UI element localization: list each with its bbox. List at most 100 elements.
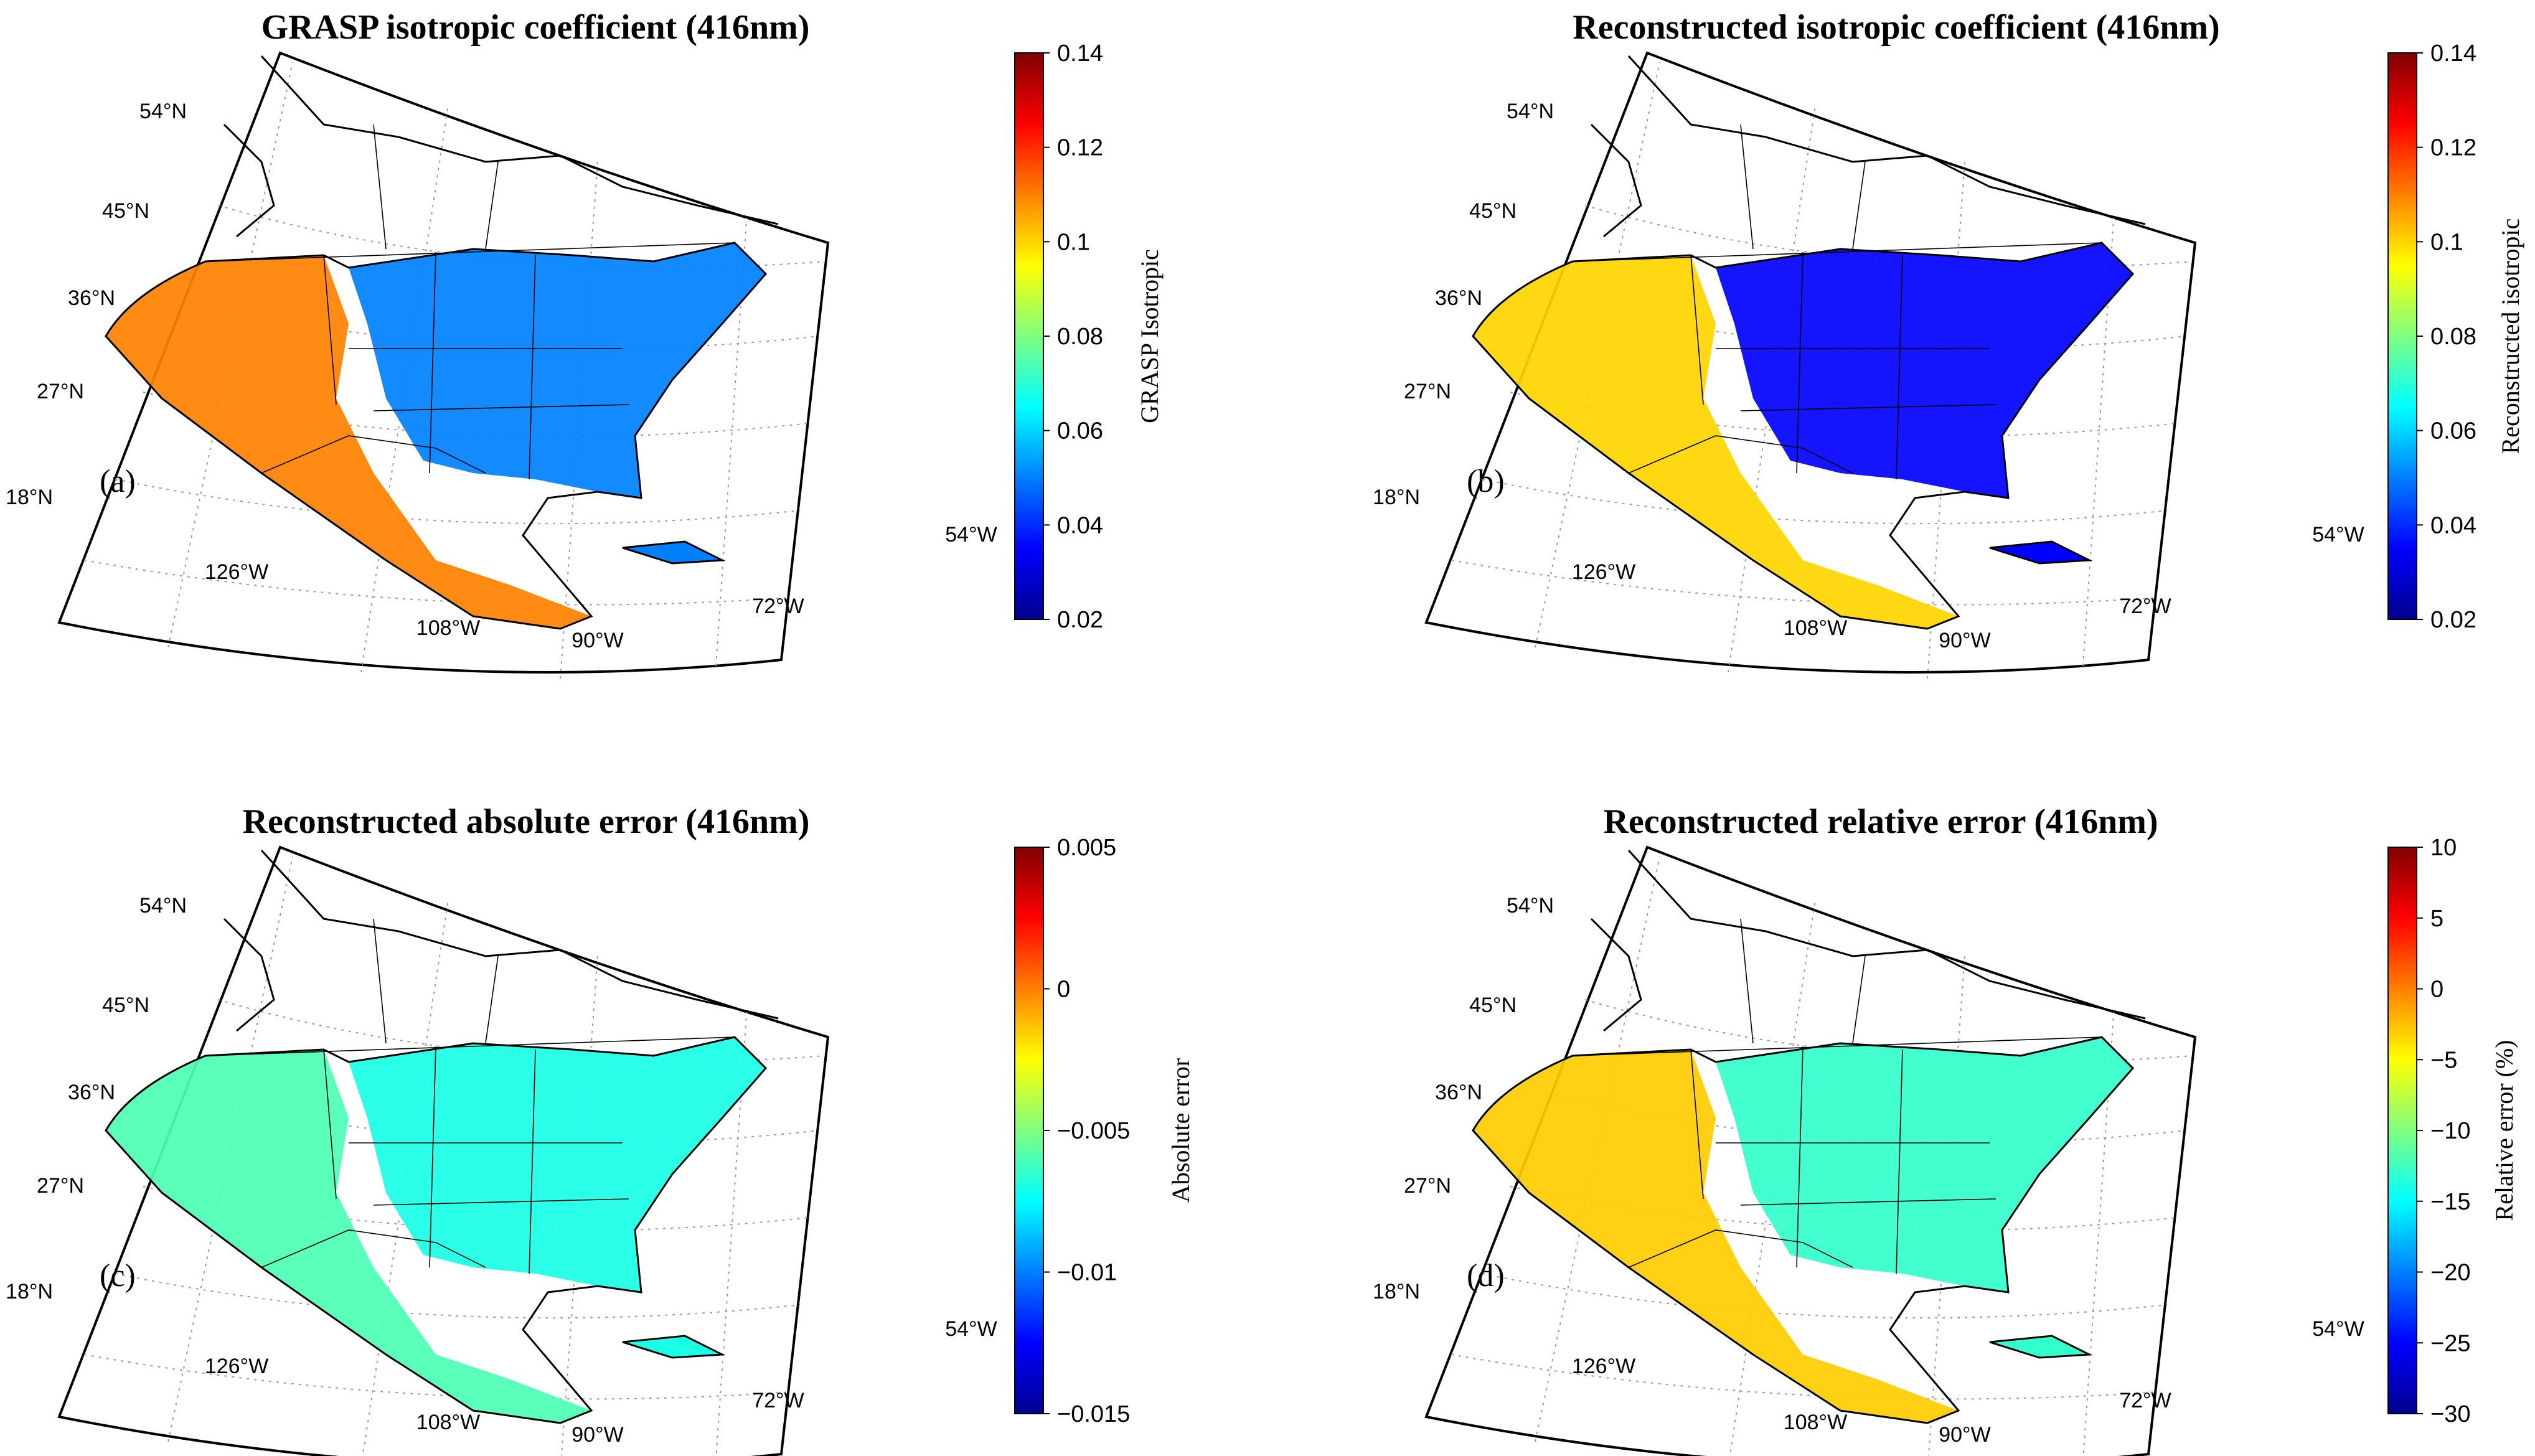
lat-label: 36°N <box>68 286 115 310</box>
lon-label: 72°W <box>752 594 804 618</box>
lon-label: 108°W <box>1784 616 1847 640</box>
panel-c: Reconstructed absolute error (416nm) <box>6 802 1195 1456</box>
lon-label: 108°W <box>416 616 480 640</box>
lon-labels: 126°W 108°W 90°W 72°W 54°W <box>1572 1317 2364 1447</box>
lon-labels: 126°W 108°W 90°W 72°W 54°W <box>205 1317 997 1447</box>
panel-title: Reconstructed relative error (416nm) <box>1603 802 2158 841</box>
map-frame: 54°N 45°N 36°N 27°N 18°N 126°W 108°W 90°… <box>6 51 997 679</box>
colorbar-tick-label: 0.12 <box>2430 135 2476 161</box>
map-frame: 54°N 45°N 36°N 27°N 18°N 126°W 108°W 90°… <box>6 845 997 1456</box>
lat-label: 36°N <box>68 1081 115 1104</box>
colorbar-bar <box>2387 847 2417 1414</box>
map-frame: 54°N 45°N 36°N 27°N 18°N 126°W 108°W 90°… <box>1373 845 2364 1456</box>
lon-label: 108°W <box>1784 1411 1847 1434</box>
lon-label: 108°W <box>416 1411 480 1434</box>
lon-label: 54°W <box>2312 523 2364 547</box>
colorbar-label: Absolute error <box>1167 1058 1195 1203</box>
political-borders <box>1572 918 2102 1274</box>
colorbar: 0.005 0 −0.005 −0.01 −0.015 Absolute error <box>1014 835 1195 1427</box>
lat-label: 45°N <box>102 993 149 1017</box>
coastlines <box>105 849 779 1424</box>
political-borders <box>1572 124 2102 480</box>
colorbar-tick-label: 10 <box>2430 835 2457 861</box>
lon-label: 54°W <box>2312 1317 2364 1341</box>
lon-label: 72°W <box>752 1389 804 1412</box>
panel-b: Reconstructed isotropic coefficient (416… <box>1373 8 2524 679</box>
lon-label: 126°W <box>205 1355 268 1378</box>
colorbar-tick-label: 5 <box>2430 906 2443 932</box>
coastlines <box>1472 55 2146 630</box>
colorbar-tick-label: 0.06 <box>2430 418 2476 444</box>
map-frame: 54°N 45°N 36°N 27°N 18°N 126°W 108°W 90°… <box>1373 51 2364 679</box>
land-data <box>106 243 766 629</box>
colorbar-tick-label: −0.015 <box>1057 1401 1130 1427</box>
colorbar-tick-label: −0.01 <box>1057 1260 1117 1286</box>
colorbar-tick-label: 0.1 <box>2430 229 2463 255</box>
western-region <box>106 1050 591 1423</box>
eastern-region <box>349 243 766 498</box>
caribbean-islands <box>1990 542 2089 563</box>
lon-labels: 126°W 108°W 90°W 72°W 54°W <box>1572 523 2364 652</box>
lat-label: 18°N <box>1373 1280 1420 1303</box>
lon-label: 126°W <box>1572 560 1635 584</box>
western-region <box>1473 255 1959 629</box>
colorbar-tick-label: −15 <box>2430 1189 2470 1215</box>
lon-label: 90°W <box>1939 1423 1991 1447</box>
lon-label: 72°W <box>2119 594 2171 618</box>
panel-d: Reconstructed relative error (416nm) <box>1373 802 2518 1456</box>
lat-label: 45°N <box>1469 993 1517 1017</box>
colorbar: 0.14 0.12 0.1 0.08 0.06 0.04 0.02 GRASP Isotro… <box>1014 40 1164 633</box>
colorbar-tick-label: 0.08 <box>2430 324 2476 350</box>
western-region <box>106 255 591 629</box>
caribbean-islands <box>623 1336 722 1358</box>
colorbar-tick-label: −20 <box>2430 1260 2470 1286</box>
panel-letter: (b) <box>1467 464 1505 499</box>
land-data <box>106 1037 766 1423</box>
eastern-region <box>1716 1037 2133 1292</box>
colorbar-tick-label: 0.06 <box>1057 418 1103 444</box>
lat-label: 27°N <box>37 1174 84 1198</box>
land-data <box>1473 243 2133 629</box>
lat-labels: 54°N 45°N 36°N 27°N 18°N <box>1373 100 1554 509</box>
coastlines <box>1472 849 2146 1424</box>
lat-label: 54°N <box>139 100 187 123</box>
lat-label: 27°N <box>1404 1174 1451 1198</box>
lon-label: 90°W <box>571 1423 624 1447</box>
colorbar-tick-label: 0.04 <box>1057 512 1103 538</box>
lat-labels: 54°N 45°N 36°N 27°N 18°N <box>1373 894 1554 1303</box>
colorbar-ticks: 10 5 0 −5 −10 −15 −20 −25 −30 <box>2417 835 2470 1427</box>
colorbar-tick-label: 0.02 <box>1057 607 1103 633</box>
eastern-region <box>1716 243 2133 498</box>
lat-label: 27°N <box>37 380 84 403</box>
colorbar-tick-label: −10 <box>2430 1118 2470 1144</box>
lat-label: 36°N <box>1435 286 1482 310</box>
western-region <box>1473 1050 1959 1423</box>
lat-label: 27°N <box>1404 380 1451 403</box>
lat-label: 18°N <box>1373 486 1420 509</box>
colorbar-tick-label: 0 <box>1057 977 1070 1003</box>
lon-labels: 126°W 108°W 90°W 72°W 54°W <box>205 523 997 652</box>
lon-label: 54°W <box>945 1317 997 1341</box>
colorbar-ticks: 0.14 0.12 0.1 0.08 0.06 0.04 0.02 <box>2417 40 2476 633</box>
colorbar-bar <box>2387 52 2417 620</box>
colorbar-tick-label: 0 <box>2430 977 2443 1003</box>
colorbar-bar <box>1014 52 1044 620</box>
lon-label: 90°W <box>571 629 624 652</box>
colorbar-tick-label: −0.005 <box>1057 1118 1130 1144</box>
coastlines <box>105 55 779 630</box>
caribbean-islands <box>1990 1336 2089 1358</box>
lon-label: 126°W <box>1572 1355 1635 1378</box>
lat-label: 45°N <box>102 199 149 223</box>
lat-labels: 54°N 45°N 36°N 27°N 18°N <box>6 100 187 509</box>
lon-label: 126°W <box>205 560 268 584</box>
lat-label: 54°N <box>139 894 187 918</box>
lat-label: 54°N <box>1507 894 1554 918</box>
lat-label: 54°N <box>1507 100 1554 123</box>
colorbar-tick-label: 0.08 <box>1057 324 1103 350</box>
colorbar-tick-label: −25 <box>2430 1330 2470 1356</box>
colorbar-tick-label: 0.14 <box>1057 40 1103 67</box>
colorbar-bar <box>1014 847 1044 1414</box>
lat-label: 18°N <box>6 486 53 509</box>
colorbar: 0.14 0.12 0.1 0.08 0.06 0.04 0.02 Reconstructe… <box>2387 40 2524 633</box>
